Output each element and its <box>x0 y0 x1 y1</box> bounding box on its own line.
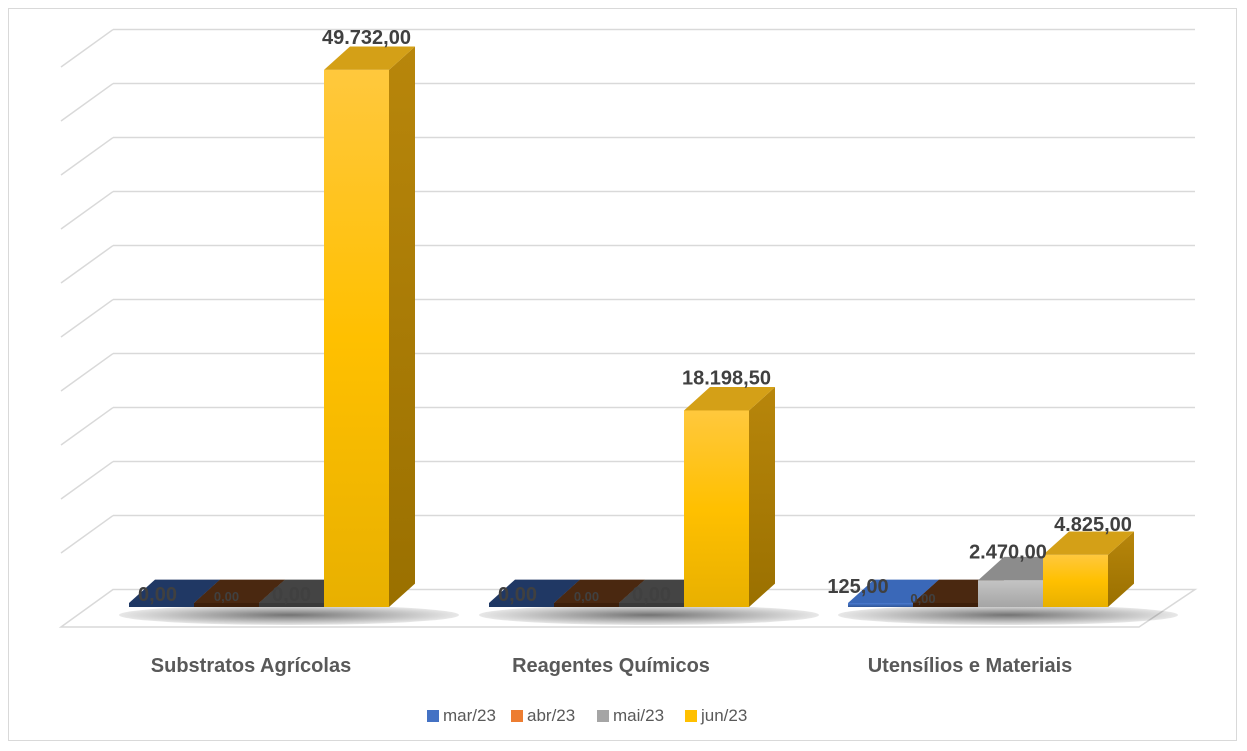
data-label: 0,00 <box>910 591 935 606</box>
gridline-diagonal <box>60 28 114 68</box>
legend-label: mai/23 <box>613 706 664 725</box>
data-labels: 0,00 0,00 0,00 49.732,00 0,00 0,00 0,00 18.198,… <box>138 27 1132 606</box>
data-label: 125,00 <box>827 576 888 598</box>
bar-jun-23-3 <box>1043 531 1134 607</box>
data-label: 0,00 <box>272 584 311 606</box>
legend-swatch <box>511 710 523 722</box>
gridline-diagonal <box>60 82 114 122</box>
data-label: 0,00 <box>214 589 239 604</box>
gridline-diagonal <box>60 406 114 446</box>
gridline-diagonal <box>60 136 114 176</box>
legend-swatch <box>597 710 609 722</box>
gridline-diagonal <box>60 460 114 500</box>
data-label: 2.470,00 <box>969 541 1047 563</box>
legend-swatch <box>685 710 697 722</box>
data-label: 0,00 <box>498 584 537 606</box>
gridline-diagonal <box>60 352 114 392</box>
gridline-diagonal <box>60 190 114 230</box>
legend-swatch <box>427 710 439 722</box>
legend-item: mar/23 <box>427 706 496 725</box>
legend-label: mar/23 <box>443 706 496 725</box>
bar-shadow <box>119 605 459 625</box>
data-label: 4.825,00 <box>1054 514 1132 536</box>
category-label: Utensílios e Materiais <box>868 655 1073 677</box>
legend-item: mai/23 <box>597 706 664 725</box>
legend-label: abr/23 <box>527 706 575 725</box>
bars <box>119 46 1178 625</box>
bar-jun-23-1 <box>324 46 415 608</box>
data-label: 18.198,50 <box>682 367 771 389</box>
bar-shadow <box>479 605 819 625</box>
legend-item: abr/23 <box>511 706 575 725</box>
data-label: 0,00 <box>632 584 671 606</box>
bar-jun-23-2 <box>684 387 775 607</box>
floor <box>58 588 1198 628</box>
legend: mar/23 abr/23 mai/23 jun/23 <box>427 706 747 725</box>
chart-frame: 0,00 0,00 0,00 49.732,00 0,00 0,00 0,00 18.198,… <box>8 8 1237 741</box>
data-label: 49.732,00 <box>322 27 411 49</box>
legend-item: jun/23 <box>685 706 747 725</box>
gridline-diagonal <box>60 514 114 554</box>
legend-label: jun/23 <box>700 706 747 725</box>
bar-chart: 0,00 0,00 0,00 49.732,00 0,00 0,00 0,00 18.198,… <box>58 27 1198 725</box>
gridline-diagonal <box>60 298 114 338</box>
data-label: 0,00 <box>138 584 177 606</box>
bar-shadow <box>838 605 1178 625</box>
category-label: Reagentes Químicos <box>512 655 710 677</box>
category-label: Substratos Agrícolas <box>151 655 351 677</box>
category-labels: Substratos Agrícolas Reagentes Químicos Ut… <box>151 655 1072 677</box>
gridlines <box>58 28 1198 628</box>
data-label: 0,00 <box>574 589 599 604</box>
gridline-diagonal <box>60 244 114 284</box>
